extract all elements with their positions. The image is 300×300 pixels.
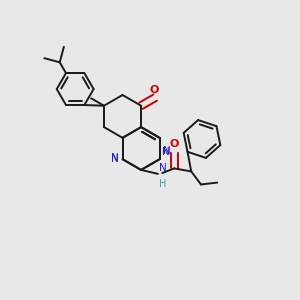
Text: N: N	[162, 147, 170, 157]
Text: N: N	[111, 154, 119, 164]
Text: H: H	[159, 179, 167, 189]
Text: O: O	[149, 85, 158, 94]
Text: O: O	[169, 140, 179, 149]
Text: N: N	[159, 163, 167, 173]
Text: N: N	[111, 153, 119, 163]
Text: N: N	[163, 146, 170, 156]
